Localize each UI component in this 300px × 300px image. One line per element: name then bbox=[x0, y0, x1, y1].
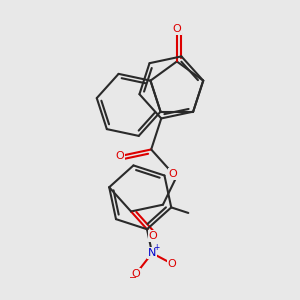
Text: O: O bbox=[132, 269, 140, 279]
Text: O: O bbox=[148, 231, 157, 241]
Text: O: O bbox=[172, 24, 181, 34]
Text: O: O bbox=[168, 259, 177, 269]
Text: +: + bbox=[154, 243, 160, 252]
Text: N: N bbox=[148, 248, 156, 258]
Text: −: − bbox=[129, 273, 137, 283]
Text: O: O bbox=[115, 151, 124, 161]
Text: O: O bbox=[169, 169, 177, 179]
